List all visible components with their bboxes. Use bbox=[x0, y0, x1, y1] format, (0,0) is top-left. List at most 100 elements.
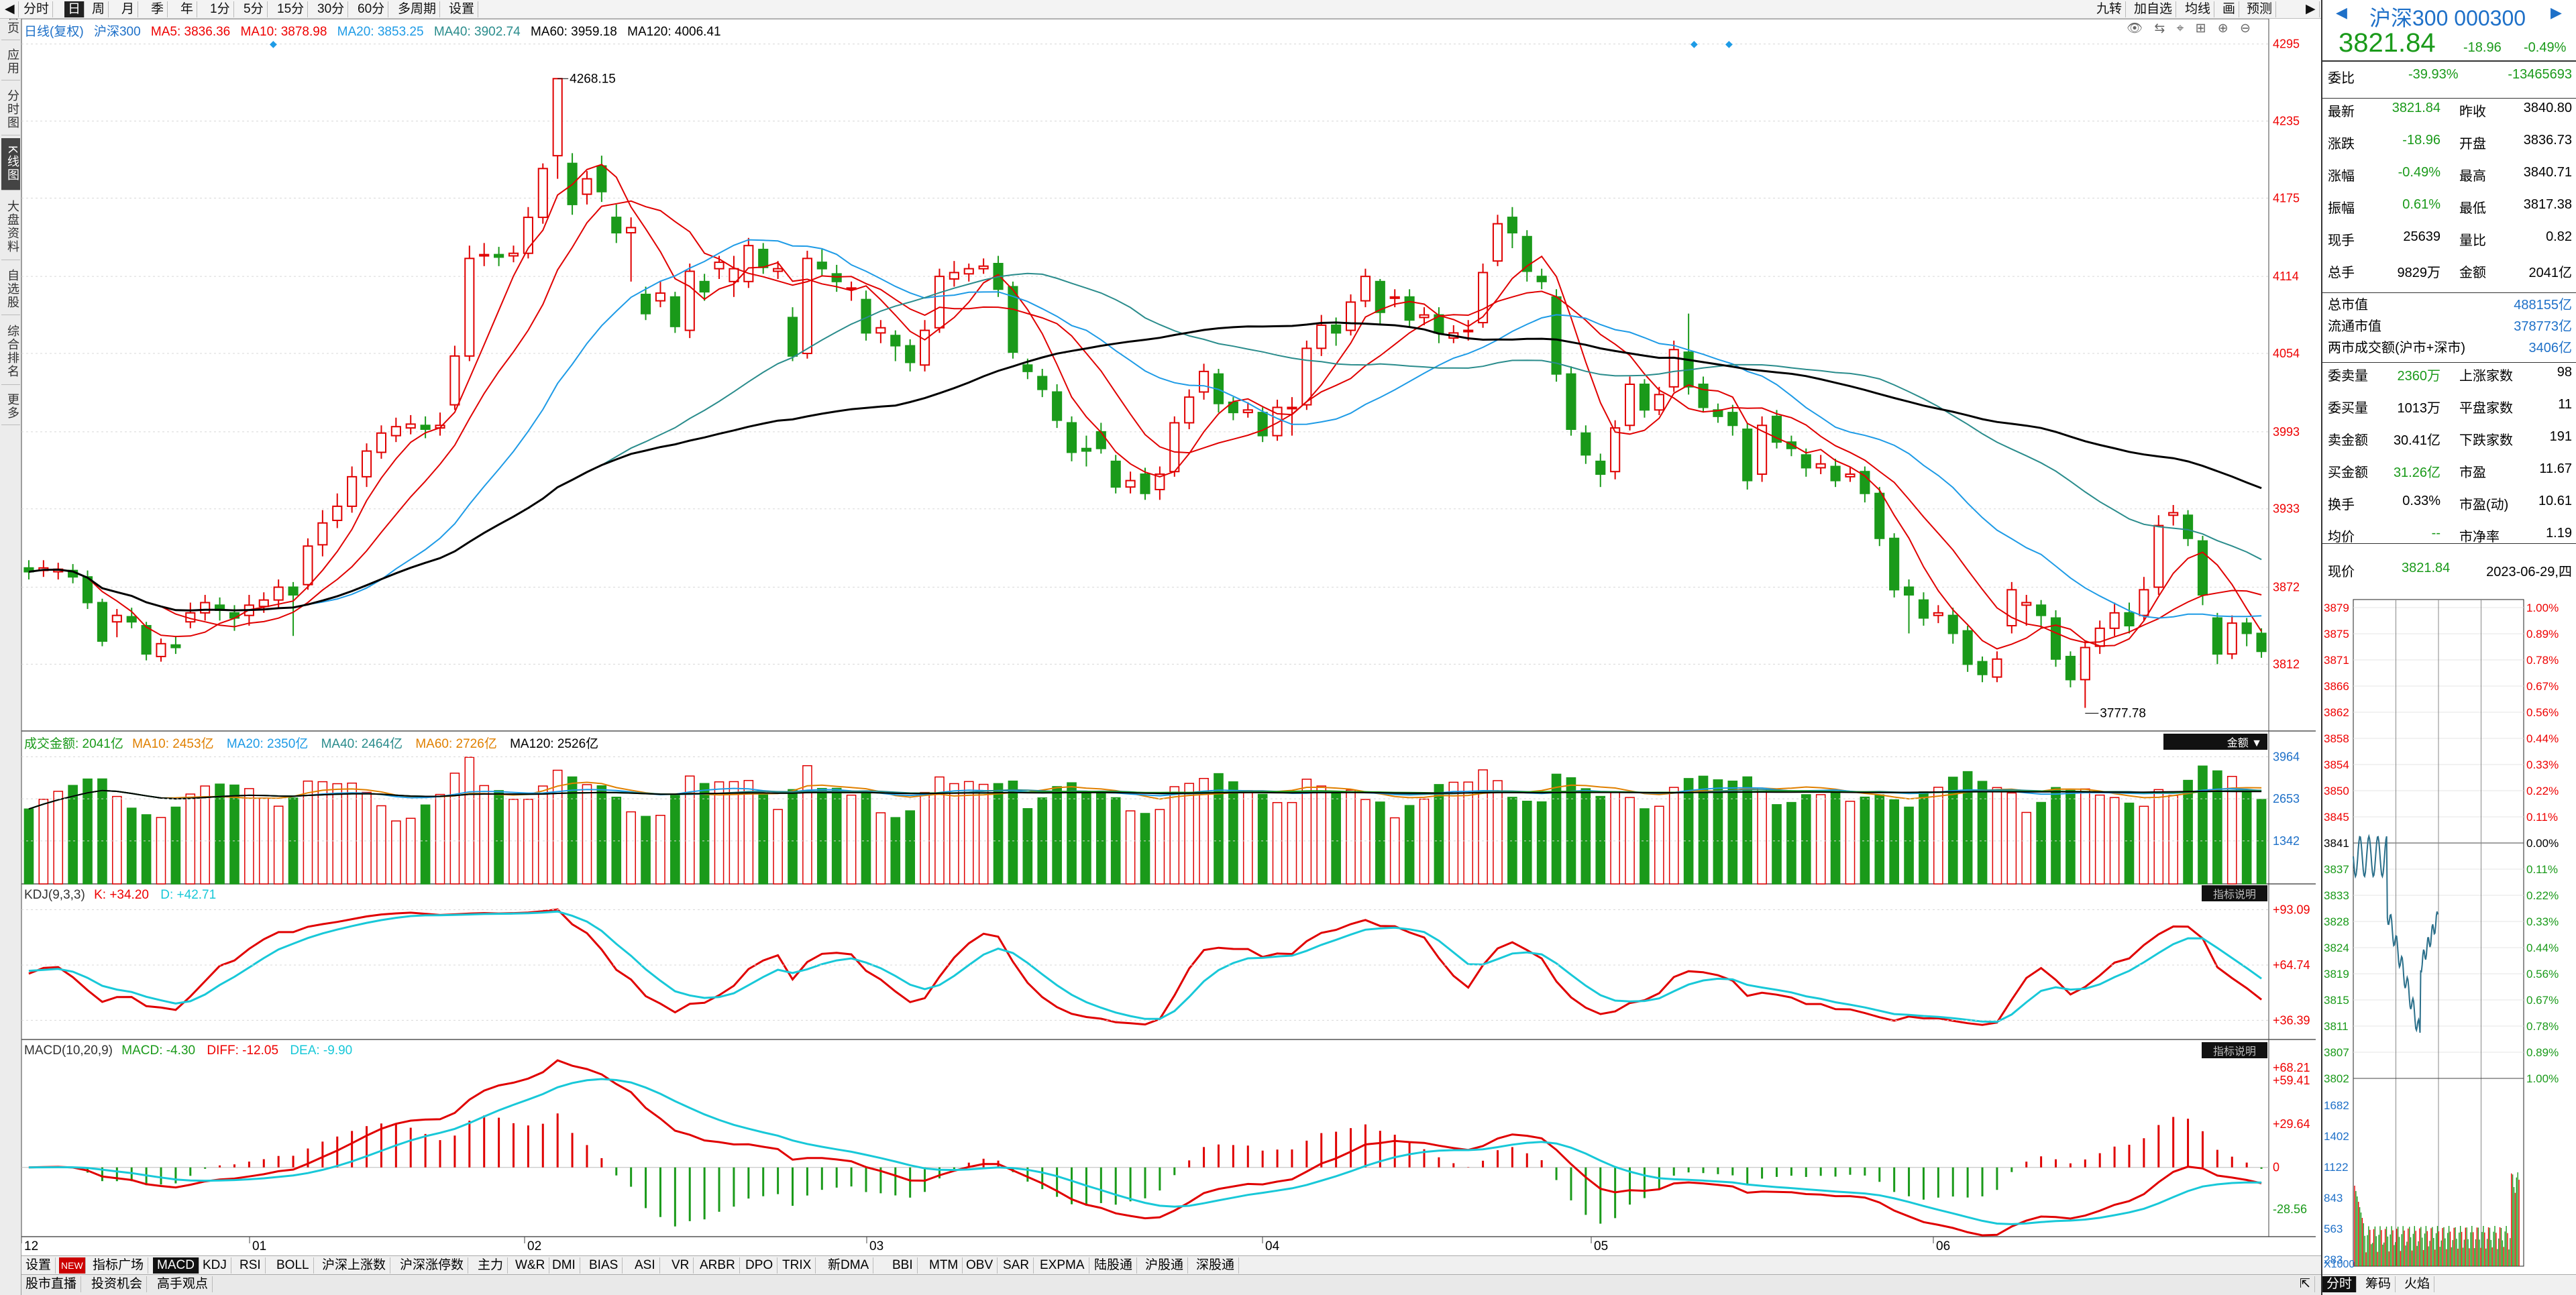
candle[interactable] bbox=[1463, 320, 1474, 341]
indicator-tab-21[interactable]: OBV bbox=[962, 1257, 998, 1274]
macd-tag[interactable]: 指标说明 bbox=[2202, 1042, 2267, 1058]
candle[interactable] bbox=[1830, 459, 1841, 488]
candle[interactable] bbox=[1933, 605, 1943, 624]
candle[interactable] bbox=[1345, 294, 1356, 336]
candle[interactable] bbox=[97, 598, 107, 646]
left-tab-6[interactable]: 综合排名 bbox=[1, 318, 20, 385]
candle[interactable] bbox=[743, 237, 754, 288]
period-tab-11[interactable]: 多周期 bbox=[394, 1, 441, 17]
candle[interactable] bbox=[816, 249, 827, 277]
indicator-tab-25[interactable]: 沪股通 bbox=[1141, 1257, 1189, 1274]
left-tab-4[interactable]: 大盘资料 bbox=[1, 193, 20, 260]
candle[interactable] bbox=[552, 78, 563, 179]
candle[interactable] bbox=[156, 638, 166, 662]
candle[interactable] bbox=[1551, 289, 1562, 382]
candle[interactable] bbox=[1110, 455, 1121, 494]
kdj-tag[interactable]: 指标说明 bbox=[2202, 885, 2267, 901]
candle[interactable] bbox=[1742, 423, 1753, 490]
mini-tab-2[interactable]: 火焰 bbox=[2400, 1276, 2435, 1292]
candle[interactable] bbox=[1624, 376, 1635, 431]
candle[interactable] bbox=[596, 156, 607, 203]
period-tab-10[interactable]: 60分 bbox=[354, 1, 389, 17]
candle[interactable] bbox=[2080, 640, 2090, 708]
candle[interactable] bbox=[53, 563, 64, 580]
event-marker-1[interactable]: ◆ bbox=[1690, 38, 1698, 49]
next-stock-icon[interactable]: ▶ bbox=[2551, 4, 2562, 21]
indicator-tab-6[interactable]: BOLL bbox=[272, 1257, 314, 1274]
indicator-tab-3[interactable]: MACD bbox=[153, 1257, 199, 1274]
left-tab-2[interactable]: 分时图 bbox=[1, 83, 20, 135]
candle[interactable] bbox=[2036, 600, 2047, 628]
candle[interactable] bbox=[1860, 466, 1870, 503]
period-tab-8[interactable]: 15分 bbox=[274, 1, 309, 17]
candle[interactable] bbox=[1125, 471, 1136, 494]
period-tab-7[interactable]: 5分 bbox=[240, 1, 268, 17]
candle[interactable] bbox=[111, 609, 122, 638]
candle[interactable] bbox=[494, 247, 504, 266]
indicator-tab-0[interactable]: 设置 bbox=[21, 1257, 56, 1274]
candle[interactable] bbox=[1815, 455, 1826, 475]
candle[interactable] bbox=[141, 622, 152, 661]
candle[interactable] bbox=[1757, 416, 1768, 482]
candle[interactable] bbox=[317, 510, 328, 557]
candle[interactable] bbox=[1668, 340, 1679, 392]
candle[interactable] bbox=[1992, 651, 2002, 683]
candle[interactable] bbox=[1713, 403, 1723, 423]
candle[interactable] bbox=[684, 264, 695, 339]
candle[interactable] bbox=[978, 258, 989, 274]
candle[interactable] bbox=[1257, 407, 1268, 443]
candle[interactable] bbox=[1404, 289, 1415, 327]
indicator-tab-17[interactable]: TRIX bbox=[778, 1257, 816, 1274]
period-tab-0[interactable]: 分时 bbox=[20, 1, 54, 17]
candle[interactable] bbox=[626, 217, 637, 282]
indicator-tab-20[interactable]: MTM bbox=[925, 1257, 963, 1274]
candle[interactable] bbox=[1301, 340, 1312, 410]
candle[interactable] bbox=[582, 171, 592, 205]
candle[interactable] bbox=[655, 281, 666, 308]
period-tab-3[interactable]: 月 bbox=[118, 1, 139, 17]
indicator-tab-26[interactable]: 深股通 bbox=[1192, 1257, 1240, 1274]
indicator-tab-19[interactable]: BBI bbox=[888, 1257, 918, 1274]
candle[interactable] bbox=[479, 243, 490, 266]
candle[interactable] bbox=[2226, 615, 2237, 659]
candle[interactable] bbox=[376, 425, 387, 459]
period-tab-5[interactable]: 年 bbox=[177, 1, 198, 17]
indicator-tab-4[interactable]: KDJ bbox=[199, 1257, 231, 1274]
candle[interactable] bbox=[669, 292, 680, 333]
indicator-tab-13[interactable]: ASI bbox=[631, 1257, 660, 1274]
candle[interactable] bbox=[1683, 313, 1694, 395]
candle[interactable] bbox=[890, 330, 901, 361]
candle[interactable] bbox=[1287, 397, 1297, 436]
candle[interactable] bbox=[1155, 466, 1165, 500]
candle[interactable] bbox=[1360, 268, 1371, 308]
indicator-tab-1[interactable]: NEW bbox=[59, 1257, 86, 1274]
candle[interactable] bbox=[508, 245, 519, 263]
candle[interactable] bbox=[1095, 423, 1106, 454]
candle[interactable] bbox=[1580, 425, 1591, 464]
indicator-tab-22[interactable]: SAR bbox=[999, 1257, 1034, 1274]
candle[interactable] bbox=[303, 538, 313, 590]
candle[interactable] bbox=[920, 320, 930, 372]
candle[interactable] bbox=[1140, 467, 1150, 500]
candle[interactable] bbox=[347, 466, 358, 513]
left-tab-1[interactable]: 应用 bbox=[1, 43, 20, 80]
candle[interactable] bbox=[1786, 435, 1796, 457]
candle[interactable] bbox=[2124, 602, 2135, 634]
event-marker-2[interactable]: ◆ bbox=[1725, 38, 1733, 49]
candle[interactable] bbox=[2168, 504, 2179, 526]
candle[interactable] bbox=[2050, 610, 2061, 667]
indicator-tab-14[interactable]: VR bbox=[667, 1257, 694, 1274]
candle[interactable] bbox=[390, 417, 401, 443]
candle[interactable] bbox=[1595, 453, 1606, 488]
candle[interactable] bbox=[758, 243, 769, 274]
volume-tag[interactable]: 金额 ▼ bbox=[2163, 734, 2267, 750]
candle[interactable] bbox=[905, 339, 916, 372]
bottom-link-2[interactable]: 高手观点 bbox=[153, 1276, 213, 1292]
candle[interactable] bbox=[170, 636, 181, 655]
candle[interactable] bbox=[1184, 389, 1195, 430]
candle[interactable] bbox=[1771, 410, 1782, 449]
candle[interactable] bbox=[773, 261, 784, 279]
candle[interactable] bbox=[1507, 207, 1517, 249]
candle[interactable] bbox=[1242, 402, 1253, 418]
candle[interactable] bbox=[2006, 581, 2017, 634]
